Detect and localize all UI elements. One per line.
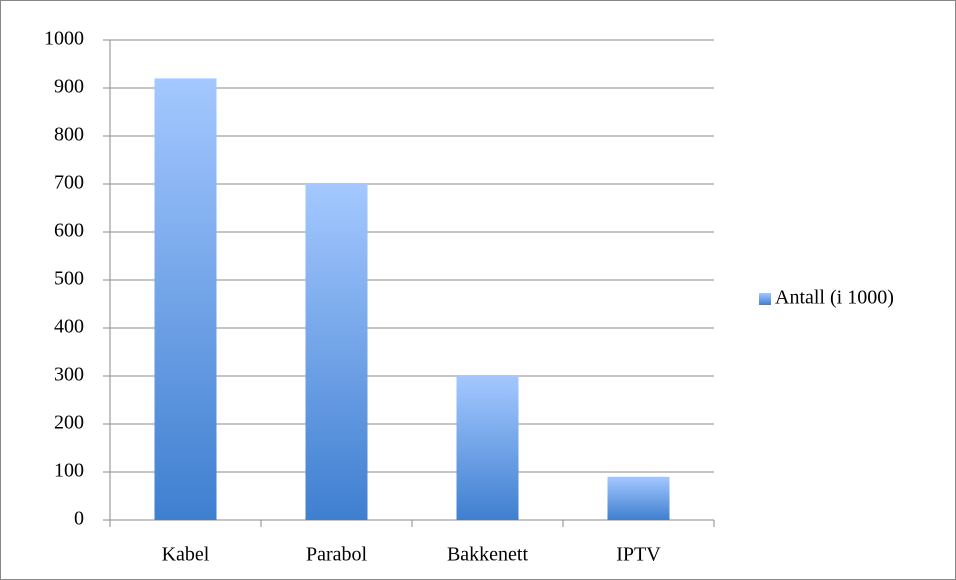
y-tick-label: 600 (54, 220, 84, 242)
y-tick-label: 200 (54, 412, 84, 434)
legend-swatch (759, 293, 771, 305)
x-tick-label: IPTV (616, 544, 661, 566)
y-tick-label: 800 (54, 124, 84, 146)
x-tick-label: Bakkenett (447, 544, 529, 566)
y-tick-label: 400 (54, 316, 84, 338)
y-tick-label: 300 (54, 364, 84, 386)
bar (456, 376, 519, 520)
x-tick-label: Kabel (162, 544, 210, 566)
y-tick-label: 100 (54, 460, 84, 482)
bar (607, 476, 670, 520)
bar (305, 184, 368, 520)
x-tick-label: Parabol (306, 544, 368, 566)
y-tick-label: 0 (74, 508, 84, 530)
bar (154, 78, 217, 521)
y-tick-label: 500 (54, 268, 84, 290)
y-tick-label: 1000 (44, 28, 84, 50)
y-tick-label: 900 (54, 76, 84, 98)
y-tick-label: 700 (54, 172, 84, 194)
legend-label: Antall (i 1000) (775, 287, 894, 309)
